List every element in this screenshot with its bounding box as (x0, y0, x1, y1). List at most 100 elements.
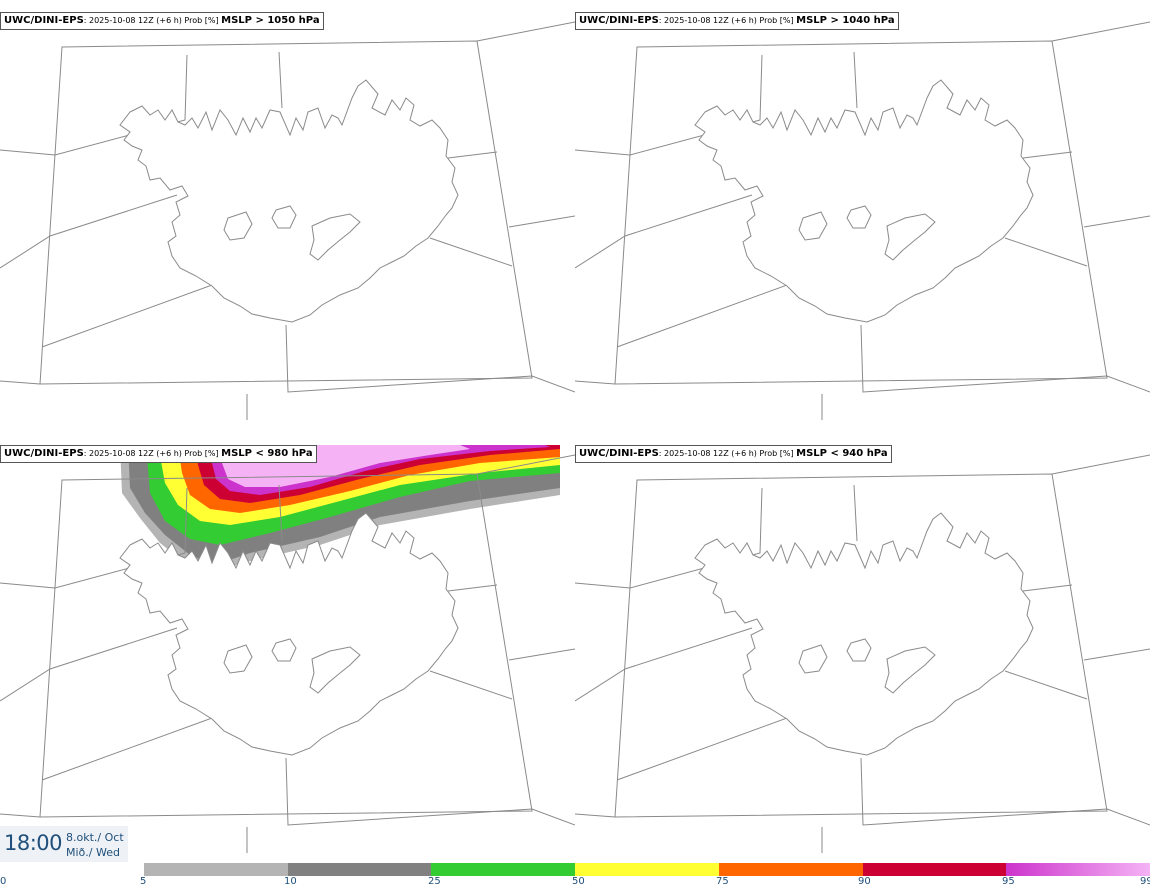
glacier (309, 213, 361, 261)
glacier (884, 646, 936, 694)
iceland-map (575, 21, 1150, 420)
border-line (575, 627, 753, 702)
border-line (0, 380, 41, 385)
glacier (271, 205, 297, 229)
parameter-label: MSLP < 940 hPa (796, 448, 888, 459)
border-line (447, 584, 498, 592)
colorbar-tick-label: 75 (716, 876, 729, 887)
colorbar-tick-label: 0 (0, 876, 7, 887)
glacier (223, 644, 253, 674)
border-line (508, 215, 575, 228)
border-line (1022, 151, 1073, 159)
valid-weekday: Mið./ Wed (66, 846, 120, 859)
border-line (575, 380, 616, 385)
border-line (853, 51, 858, 109)
valid-time-box: 18:00 8.okt./ Oct Mið./ Wed (0, 826, 128, 862)
border-line (447, 151, 498, 159)
model-name: UWC/DINI-EPS (579, 448, 659, 459)
iceland-coast (119, 512, 459, 756)
panel-title: UWC/DINI-EPS: 2025-10-08 12Z (+6 h) Prob… (0, 445, 317, 463)
border-line (1004, 237, 1088, 267)
iceland-coast (694, 79, 1034, 323)
border-line (429, 237, 513, 267)
valid-time: 18:00 (4, 831, 63, 855)
map-frame (614, 40, 1108, 385)
iceland-coast (119, 79, 459, 323)
glacier (223, 211, 253, 241)
border-line (1051, 454, 1150, 475)
glacier (309, 646, 361, 694)
border-line (575, 813, 616, 818)
border-line (853, 484, 858, 542)
map-frame (614, 473, 1108, 818)
parameter-label: MSLP < 980 hPa (221, 448, 313, 459)
run-info: : 2025-10-08 12Z (+6 h) Prob [%] (658, 16, 797, 25)
border-line (0, 194, 178, 269)
map-frame (39, 40, 533, 385)
border-line (0, 487, 188, 589)
region-borders (0, 454, 575, 853)
run-info: : 2025-10-08 12Z (+6 h) Prob [%] (658, 449, 797, 458)
colorbar-tick-label: 99 (1140, 876, 1150, 887)
glacier (846, 205, 872, 229)
border-line (0, 54, 188, 156)
model-name: UWC/DINI-EPS (4, 15, 84, 26)
border-line (1051, 21, 1150, 42)
colorbar-tick-label: 10 (284, 876, 297, 887)
border-line (278, 484, 283, 542)
border-line (285, 324, 575, 393)
colorbar-tick-label: 25 (428, 876, 441, 887)
map-panel-4: UWC/DINI-EPS: 2025-10-08 12Z (+6 h) Prob… (575, 433, 1150, 853)
map-panel-2: UWC/DINI-EPS: 2025-10-08 12Z (+6 h) Prob… (575, 0, 1150, 420)
border-line (575, 54, 763, 156)
border-line (575, 194, 753, 269)
border-line (1004, 670, 1088, 700)
panel-title: UWC/DINI-EPS: 2025-10-08 12Z (+6 h) Prob… (575, 12, 899, 30)
colorbar-bin (1006, 863, 1150, 876)
border-line (1083, 215, 1150, 228)
glacier (846, 638, 872, 662)
colorbar-bin (575, 863, 719, 876)
iceland-coast (694, 512, 1034, 756)
border-line (508, 648, 575, 661)
model-name: UWC/DINI-EPS (579, 15, 659, 26)
parameter-label: MSLP > 1040 hPa (796, 15, 895, 26)
panel-title: UWC/DINI-EPS: 2025-10-08 12Z (+6 h) Prob… (0, 12, 324, 30)
iceland-map (575, 454, 1150, 853)
border-line (429, 670, 513, 700)
glacier (798, 211, 828, 241)
colorbar-bin (287, 863, 432, 876)
glacier (798, 644, 828, 674)
border-line (1083, 648, 1150, 661)
coastline (119, 79, 459, 323)
map-panel-3: UWC/DINI-EPS: 2025-10-08 12Z (+6 h) Prob… (0, 433, 575, 853)
glacier (884, 213, 936, 261)
coastline (694, 79, 1034, 323)
probability-shading (120, 445, 560, 573)
border-line (278, 51, 283, 109)
colorbar-bin (862, 863, 1007, 876)
iceland-map (0, 21, 575, 420)
border-line (860, 757, 1150, 826)
colorbar-tick-label: 50 (572, 876, 585, 887)
valid-date: 8.okt./ Oct (66, 831, 124, 844)
map-panel-1: UWC/DINI-EPS: 2025-10-08 12Z (+6 h) Prob… (0, 0, 575, 420)
border-line (476, 21, 575, 42)
border-line (0, 627, 178, 702)
panel-title: UWC/DINI-EPS: 2025-10-08 12Z (+6 h) Prob… (575, 445, 892, 463)
coastline (694, 512, 1034, 756)
border-line (476, 454, 575, 475)
border-line (0, 813, 41, 818)
border-line (1022, 584, 1073, 592)
run-info: : 2025-10-08 12Z (+6 h) Prob [%] (83, 449, 222, 458)
run-info: : 2025-10-08 12Z (+6 h) Prob [%] (83, 16, 222, 25)
colorbar-bin (431, 863, 576, 876)
iceland-map (0, 445, 575, 853)
model-name: UWC/DINI-EPS (4, 448, 84, 459)
glacier (271, 638, 297, 662)
border-line (575, 487, 763, 589)
border-line (285, 757, 575, 826)
coastline (119, 512, 459, 756)
colorbar-tick-label: 90 (858, 876, 871, 887)
map-frame (39, 473, 533, 818)
